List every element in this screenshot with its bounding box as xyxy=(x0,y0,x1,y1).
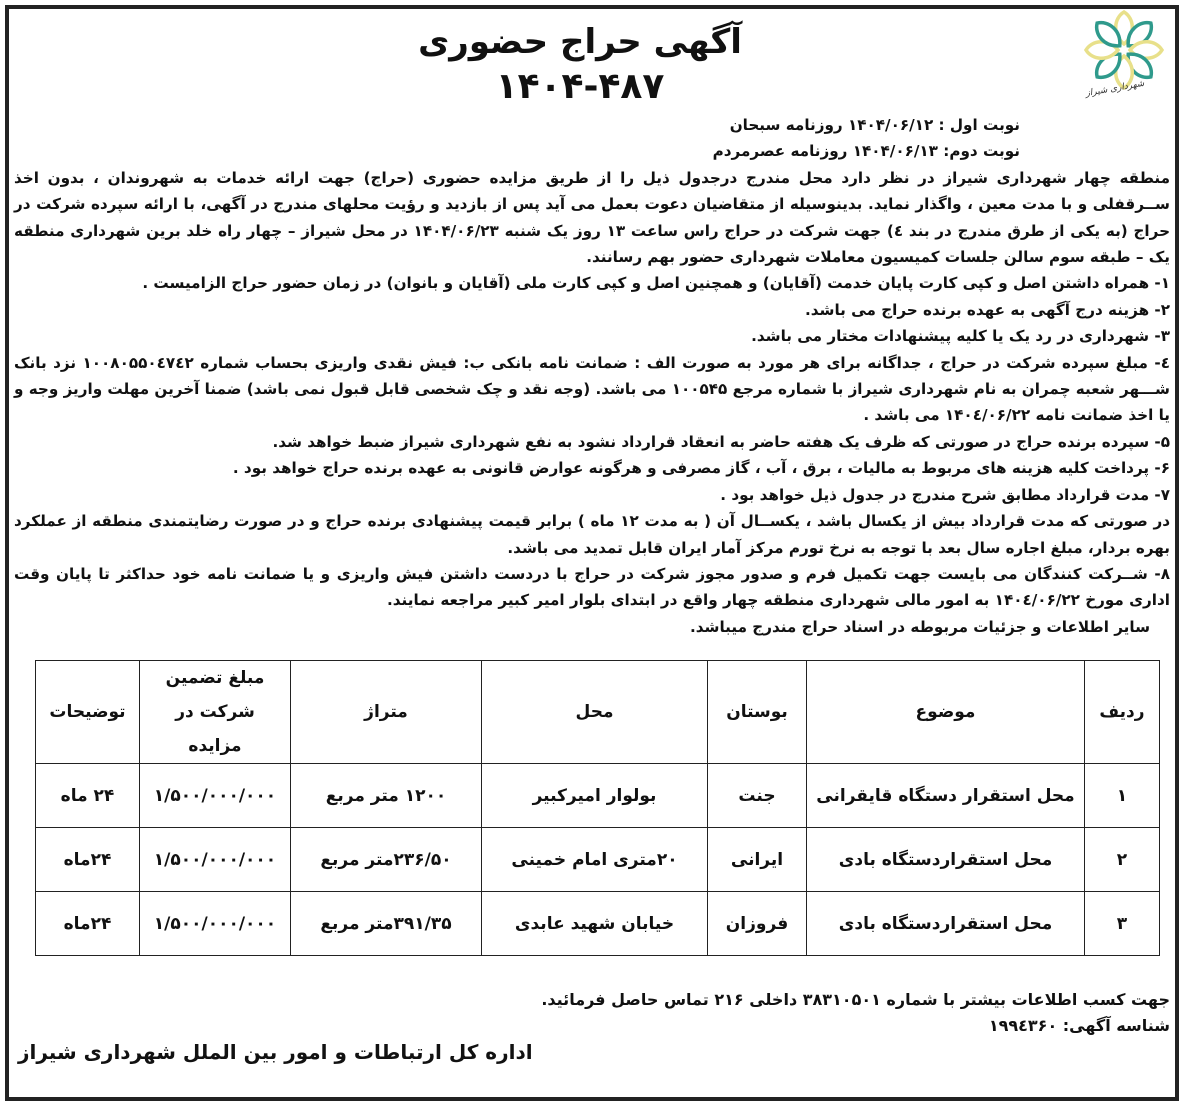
shiraz-municipality-logo: شهرداری شیراز xyxy=(1084,10,1165,99)
table-cell: ۲ xyxy=(1084,827,1160,892)
svg-text:شهرداری شیراز: شهرداری شیراز xyxy=(1084,79,1146,99)
table-cell: ۲۴ ماه xyxy=(35,763,140,828)
header-cell: محل xyxy=(481,660,708,764)
table-cell: ۲۰متری امام خمینی xyxy=(481,827,708,892)
auction-table: ردیف موضوع بوستان محل متراژ مبلغ تضمین ش… xyxy=(35,660,1160,956)
table-cell: ۱ xyxy=(1084,763,1160,828)
clause: در صورتی که مدت قرارداد بیش از یکسال باش… xyxy=(14,512,1170,557)
table-cell: ۱/۵۰۰/۰۰۰/۰۰۰ xyxy=(139,827,291,892)
logo-petal xyxy=(1094,20,1122,48)
table-row: ۱ محل استقرار دستگاه قایقرانی جنت بولوار ام… xyxy=(35,763,1160,828)
ad-number: ۱۴۰۴-۴۸۷ xyxy=(495,66,665,107)
table-cell: محل استقراردستگاه بادی xyxy=(806,827,1085,892)
header-cell: بوستان xyxy=(707,660,807,764)
table-cell: ۲۴ماه xyxy=(35,827,140,892)
contact-info: جهت کسب اطلاعات بیشتر با شماره ۳۸۳۱۰۵۰۱ … xyxy=(541,990,1170,1009)
clause: ۶- پرداخت کلیه هزینه های مربوط به مالیات… xyxy=(232,459,1170,478)
table-row: ۳ محل استقراردستگاه بادی فروزان خیابان شهید… xyxy=(35,891,1160,956)
table-cell: خیابان شهید عابدی xyxy=(481,891,708,956)
clause: ۲- هزینه درج آگهی به عهده برنده حراج می … xyxy=(804,300,1170,319)
table-cell: ۳۹۱/۳۵متر مربع xyxy=(290,891,482,956)
clause: ۷- مدت قرارداد مطابق شرح مندرج در جدول ذ… xyxy=(720,485,1170,504)
table-cell: ۲۴ماه xyxy=(35,891,140,956)
ad-id: شناسه آگهی: ۱۹۹٤۳۶۰ xyxy=(988,1016,1170,1035)
table-cell: محل استقراردستگاه بادی xyxy=(806,891,1085,956)
table-cell: محل استقرار دستگاه قایقرانی xyxy=(806,763,1085,828)
ad-body: نوبت اول : ۱۴۰۴/۰۶/۱۲ روزنامه سبحان نوبت… xyxy=(14,112,1170,640)
publication-first: نوبت اول : ۱۴۰۴/۰۶/۱۲ روزنامه سبحان xyxy=(729,116,1020,134)
department-signature: اداره کل ارتباطات و امور بین الملل شهردا… xyxy=(18,1040,533,1064)
clause: ۸- شــرکت کنندگان می بایست جهت تکمیل فرم… xyxy=(14,564,1170,610)
header-cell: مبلغ تضمین شرکت در مزایده xyxy=(139,660,291,764)
table-cell: ایرانی xyxy=(707,827,807,892)
clause: ۵- سپرده برنده حراج در صورتی که ظرف یک ه… xyxy=(272,432,1170,451)
table-header-row: ردیف موضوع بوستان محل متراژ مبلغ تضمین ش… xyxy=(35,660,1160,764)
ad-frame xyxy=(5,5,1179,1101)
header-cell: موضوع xyxy=(806,660,1085,764)
table-cell: بولوار امیرکبیر xyxy=(481,763,708,828)
table-cell: جنت xyxy=(707,763,807,828)
table-cell: ۲۳۶/۵۰متر مربع xyxy=(290,827,482,892)
table-cell: ۱/۵۰۰/۰۰۰/۰۰۰ xyxy=(139,891,291,956)
clause: سایر اطلاعات و جزئیات مربوطه در اسناد حر… xyxy=(689,617,1150,636)
clause: ۳- شهرداری در رد یک یا کلیه پیشنهادات مخ… xyxy=(751,327,1170,346)
ad-title: آگهی حراج حضوری xyxy=(418,22,742,62)
table-cell: ۱/۵۰۰/۰۰۰/۰۰۰ xyxy=(139,763,291,828)
table-cell: فروزان xyxy=(707,891,807,956)
clause: ٤- مبلغ سپرده شرکت در حراج ، جداگانه برا… xyxy=(13,353,1170,425)
header-cell: ردیف xyxy=(1084,660,1160,764)
intro-paragraph: منطقه چهار شهرداری شیراز در نظر دارد محل… xyxy=(14,168,1171,267)
header-cell: متراژ xyxy=(290,660,482,764)
publication-second: نوبت دوم: ۱۴۰۴/۰۶/۱۳ روزنامه عصرمردم xyxy=(712,142,1020,161)
table-cell: ۱۲۰۰ متر مربع xyxy=(290,763,482,828)
table-cell: ۳ xyxy=(1084,891,1160,956)
clause: ۱- همراه داشتن اصل و کپی کارت پایان خدمت… xyxy=(142,274,1170,293)
header-cell: توضیحات xyxy=(35,660,140,764)
table-row: ۲ محل استقراردستگاه بادی ایرانی ۲۰متری امام… xyxy=(35,827,1160,892)
